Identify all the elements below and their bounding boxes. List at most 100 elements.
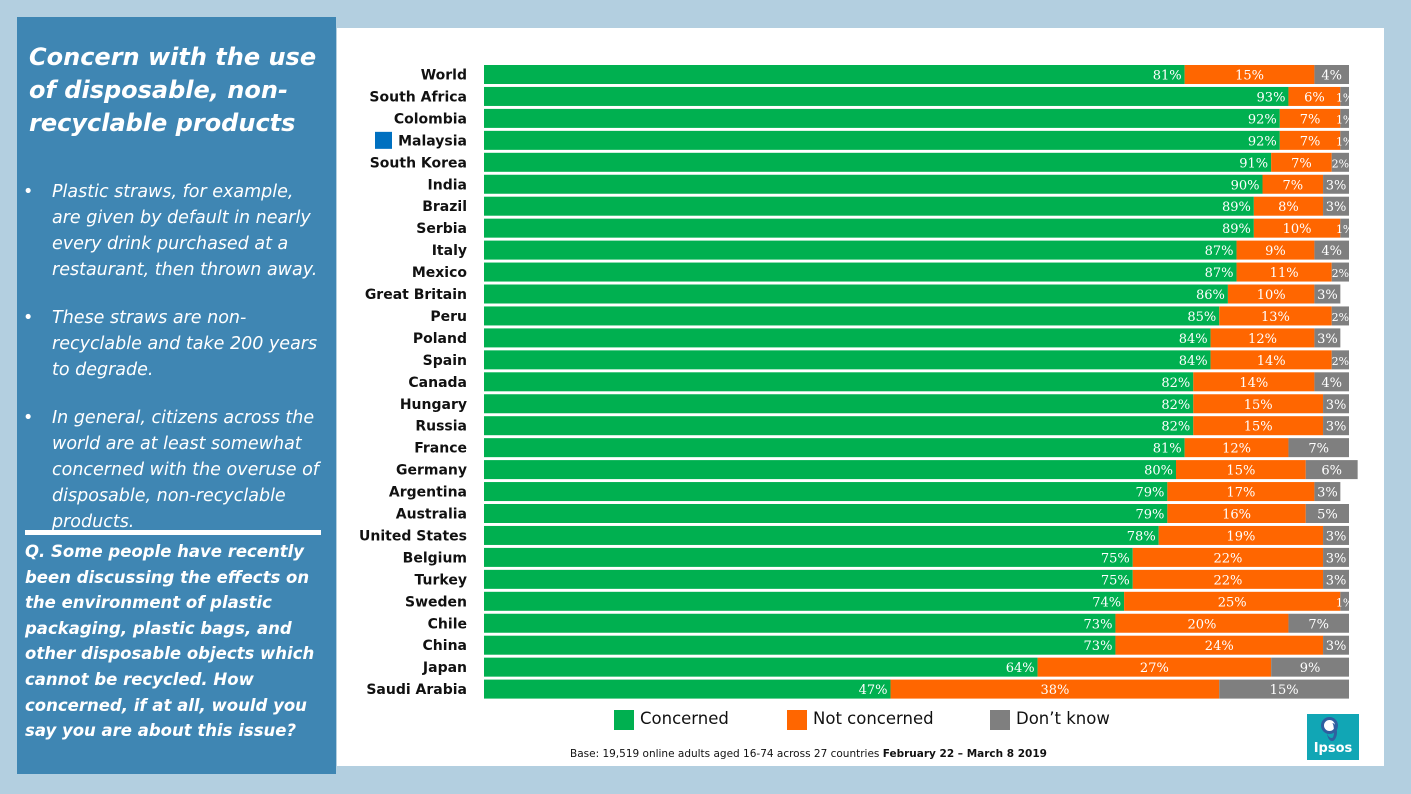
legend-label: Concerned — [640, 709, 729, 728]
data-label-world-series-2: 4% — [1321, 69, 1342, 84]
bar-serbia-series-0 — [484, 218, 1254, 238]
data-label-great-britain-series-2: 3% — [1317, 288, 1338, 303]
data-label-spain-series-2: 2% — [1332, 355, 1349, 368]
category-label-italy: Italy — [432, 243, 467, 259]
data-label-canada-series-2: 4% — [1321, 376, 1342, 391]
bar-italy-series-2 — [1314, 240, 1349, 260]
category-label-saudi-arabia: Saudi Arabia — [366, 682, 467, 698]
bar-great-britain-series-0 — [484, 284, 1228, 304]
data-label-poland-series-0: 84% — [1179, 332, 1208, 347]
data-label-japan-series-1: 27% — [1140, 661, 1169, 676]
legend-item-dont-know: Don’t know — [990, 709, 1110, 730]
bar-malaysia-series-2 — [1340, 130, 1349, 150]
data-label-belgium-series-1: 22% — [1213, 551, 1242, 566]
bullet-text: These straws are non-recyclable and take… — [52, 308, 318, 380]
category-label-peru: Peru — [430, 309, 467, 325]
data-label-serbia-series-0: 89% — [1222, 222, 1251, 237]
bar-chile-series-0 — [484, 613, 1116, 633]
data-label-peru-series-0: 85% — [1187, 310, 1216, 325]
data-label-peru-series-1: 13% — [1261, 310, 1290, 325]
data-label-south-korea-series-0: 91% — [1239, 156, 1268, 171]
bar-chile-series-1 — [1115, 613, 1289, 633]
data-label-brazil-series-0: 89% — [1222, 200, 1251, 215]
bar-germany-series-0 — [484, 460, 1176, 480]
category-label-great-britain: Great Britain — [365, 287, 467, 303]
bar-saudi-arabia-series-0 — [484, 679, 891, 699]
bar-india-series-0 — [484, 174, 1263, 194]
data-label-japan-series-2: 9% — [1300, 661, 1321, 676]
data-label-china-series-1: 24% — [1205, 639, 1234, 654]
bar-turkey-series-0 — [484, 569, 1133, 589]
sidebar-panel: Concern with the use of disposable, non-… — [17, 17, 336, 774]
data-label-colombia-series-2: 1% — [1336, 113, 1353, 126]
logo-text: Ipsos — [1313, 741, 1353, 756]
bar-colombia-series-1 — [1279, 108, 1341, 128]
data-label-argentina-series-0: 79% — [1135, 486, 1164, 501]
bar-russia-series-2 — [1323, 416, 1349, 436]
sidebar-title: Concern with the use of disposable, non-… — [29, 43, 317, 137]
legend-item-concerned: Concerned — [614, 709, 729, 730]
bar-great-britain-series-2 — [1314, 284, 1341, 304]
data-label-italy-series-2: 4% — [1321, 244, 1342, 259]
bar-india-series-2 — [1323, 174, 1349, 194]
data-label-chile-series-0: 73% — [1084, 617, 1113, 632]
bullet-item: • In general, citizens across the world a… — [23, 405, 323, 535]
data-label-italy-series-0: 87% — [1205, 244, 1234, 259]
bar-belgium-series-0 — [484, 547, 1133, 567]
data-label-france-series-2: 7% — [1308, 442, 1329, 457]
data-label-france-series-1: 12% — [1222, 442, 1251, 457]
bar-sweden-series-0 — [484, 591, 1125, 611]
data-label-spain-series-0: 84% — [1179, 354, 1208, 369]
data-label-italy-series-1: 9% — [1265, 244, 1286, 259]
data-label-colombia-series-1: 7% — [1300, 112, 1321, 127]
bar-peru-series-0 — [484, 306, 1220, 326]
data-label-sweden-series-1: 25% — [1218, 595, 1247, 610]
category-label-germany: Germany — [396, 463, 467, 479]
data-label-china-series-2: 3% — [1326, 639, 1347, 654]
data-label-brazil-series-2: 3% — [1326, 200, 1347, 215]
bullet-item: • These straws are non-recyclable and tak… — [23, 305, 323, 383]
legend-swatch-not-concerned — [787, 709, 807, 730]
data-label-turkey-series-1: 22% — [1213, 573, 1242, 588]
bar-mexico-series-2 — [1331, 262, 1349, 282]
category-label-turkey: Turkey — [415, 572, 467, 588]
data-label-australia-series-0: 79% — [1135, 508, 1164, 523]
data-label-chile-series-1: 20% — [1187, 617, 1216, 632]
footnote: Base: 19,519 online adults aged 16-74 ac… — [570, 748, 1047, 760]
bar-malaysia-series-0 — [484, 130, 1280, 150]
bar-peru-series-1 — [1219, 306, 1332, 326]
data-label-malaysia-series-1: 7% — [1300, 134, 1321, 149]
category-label-hungary: Hungary — [400, 397, 467, 413]
category-label-colombia: Colombia — [394, 111, 467, 127]
bar-chile-series-2 — [1288, 613, 1349, 633]
divider — [25, 530, 321, 535]
data-label-serbia-series-1: 10% — [1283, 222, 1312, 237]
data-label-united-states-series-1: 19% — [1226, 529, 1255, 544]
category-label-south-africa: South Africa — [369, 89, 467, 105]
data-label-mexico-series-2: 2% — [1332, 267, 1349, 280]
survey-question: Q. Some people have recently been discus… — [25, 542, 315, 741]
bar-japan-series-2 — [1271, 657, 1349, 677]
category-label-china: China — [423, 638, 467, 654]
bar-china-series-1 — [1115, 635, 1324, 655]
data-label-germany-series-0: 80% — [1144, 464, 1173, 479]
bar-argentina-series-2 — [1314, 482, 1341, 502]
bar-south-africa-series-2 — [1340, 86, 1349, 106]
legend-swatch-dont-know — [990, 709, 1010, 730]
bar-colombia-series-0 — [484, 108, 1280, 128]
data-label-saudi-arabia-series-0: 47% — [859, 683, 888, 698]
bar-poland-series-2 — [1314, 328, 1341, 348]
data-label-mexico-series-1: 11% — [1270, 266, 1299, 281]
data-label-saudi-arabia-series-2: 15% — [1270, 683, 1299, 698]
bullet-list: • Plastic straws, for example, are given … — [23, 179, 323, 557]
bar-spain-series-0 — [484, 350, 1211, 370]
bar-brazil-series-2 — [1323, 196, 1349, 216]
bar-united-states-series-2 — [1323, 525, 1349, 545]
bar-south-korea-series-2 — [1331, 152, 1349, 172]
bar-belgium-series-2 — [1323, 547, 1349, 567]
category-label-japan: Japan — [422, 660, 467, 676]
bar-france-series-2 — [1288, 438, 1349, 458]
bar-russia-series-1 — [1193, 416, 1324, 436]
bar-brazil-series-0 — [484, 196, 1254, 216]
bar-sweden-series-2 — [1340, 591, 1349, 611]
